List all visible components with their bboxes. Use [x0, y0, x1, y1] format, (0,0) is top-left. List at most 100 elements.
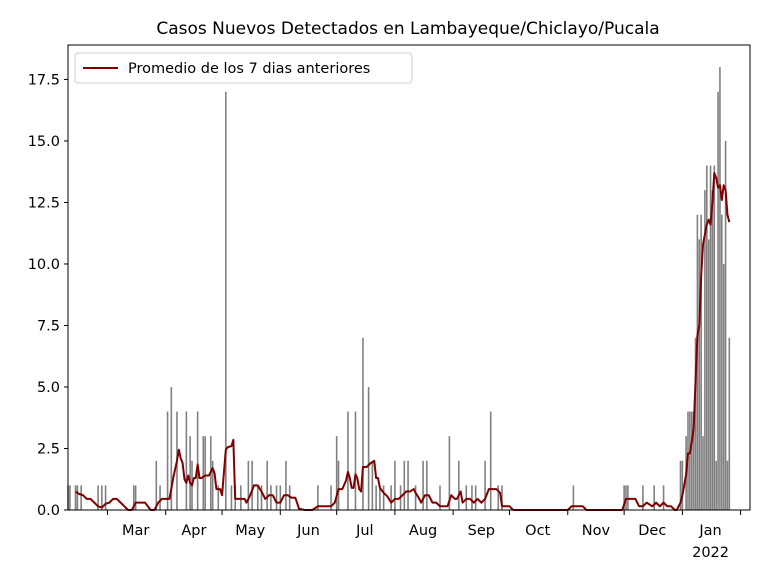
bar: [471, 485, 473, 510]
bar: [721, 214, 723, 510]
bar: [717, 91, 719, 510]
bar: [330, 485, 332, 510]
bar: [225, 91, 227, 510]
bar: [189, 436, 191, 510]
bar: [705, 165, 708, 510]
bar: [698, 239, 701, 510]
bar: [484, 460, 486, 510]
bar: [689, 411, 691, 510]
y-tick-label: 7.5: [37, 318, 60, 334]
bar: [69, 485, 71, 510]
legend-box: [74, 52, 413, 84]
bar: [623, 485, 625, 510]
bar: [702, 436, 704, 510]
bar: [367, 386, 370, 510]
bar: [240, 485, 242, 510]
bar: [474, 485, 477, 510]
bar: [230, 485, 233, 510]
bar: [354, 411, 357, 510]
bar: [465, 485, 468, 510]
bar: [653, 485, 655, 510]
bar: [497, 485, 500, 510]
bar: [422, 460, 424, 510]
bar: [696, 214, 699, 510]
bar: [285, 460, 287, 510]
bar: [694, 337, 697, 510]
bar: [266, 460, 268, 510]
bar: [403, 460, 406, 510]
bar: [159, 485, 161, 510]
bar: [382, 485, 385, 510]
x-tick-label: Mar: [122, 523, 149, 539]
bar: [335, 436, 338, 510]
bar: [375, 485, 377, 510]
x-tick-sublabel: 2022: [692, 545, 729, 561]
bar: [260, 485, 263, 510]
bar: [713, 165, 716, 510]
bar: [662, 485, 665, 510]
bar: [347, 411, 349, 510]
bar: [726, 460, 729, 510]
x-tick-label: Nov: [582, 523, 611, 539]
bar: [724, 140, 727, 510]
bar: [204, 436, 206, 510]
bar: [448, 436, 451, 510]
bar: [202, 436, 205, 510]
bar: [362, 337, 364, 510]
bar: [625, 485, 627, 510]
bar: [196, 411, 199, 510]
bar: [74, 485, 77, 510]
bar: [692, 411, 695, 510]
bars-layer: [67, 67, 731, 510]
y-tick-label: 0.0: [37, 503, 60, 519]
bar: [711, 190, 714, 510]
bar: [80, 485, 82, 510]
x-tick-label: Jun: [296, 523, 320, 539]
bar: [407, 460, 409, 510]
bar: [251, 460, 253, 510]
bar: [700, 214, 702, 510]
bar: [101, 485, 103, 510]
bar: [690, 411, 693, 510]
x-tick-label: Dec: [638, 523, 666, 539]
bar: [390, 485, 392, 510]
bar: [288, 485, 291, 510]
series-line: [74, 171, 731, 511]
bar: [379, 485, 381, 510]
bar: [394, 460, 396, 510]
bar: [722, 263, 725, 510]
bar: [728, 337, 731, 510]
y-tick-label: 5.0: [37, 380, 60, 396]
x-tick-label: May: [235, 523, 265, 539]
x-tick-label: Jan: [698, 523, 721, 539]
bar: [185, 411, 188, 510]
bar: [572, 485, 575, 510]
x-tick-label: Jul: [355, 523, 374, 539]
bar: [211, 460, 214, 510]
bar: [279, 485, 282, 510]
bar: [76, 485, 79, 510]
bar: [270, 485, 272, 510]
bar: [132, 485, 135, 510]
bar: [247, 460, 250, 510]
bar: [337, 460, 340, 510]
bar: [275, 485, 278, 510]
axis-layer: 0.0 2.5 5.0 7.5 10.0 12.5 15.0 17.5 Mar Apr May Jun…: [28, 44, 751, 561]
x-tick-label: Sep: [468, 523, 495, 539]
y-tick-label: 2.5: [37, 441, 60, 457]
x-tick-label: Aug: [409, 523, 437, 539]
y-tick-label: 10.0: [28, 257, 60, 273]
chart-title: Casos Nuevos Detectados en Lambayeque/Ch…: [156, 19, 659, 39]
bar: [166, 411, 169, 510]
x-tick-label: Apr: [181, 523, 206, 539]
bar: [709, 165, 712, 510]
bar: [317, 485, 319, 510]
bar: [97, 485, 99, 510]
bar: [679, 460, 682, 510]
bar: [719, 67, 721, 510]
legend: Promedio de los 7 dias anteriores: [74, 52, 413, 84]
bar: [256, 485, 259, 510]
bar: [426, 460, 428, 510]
